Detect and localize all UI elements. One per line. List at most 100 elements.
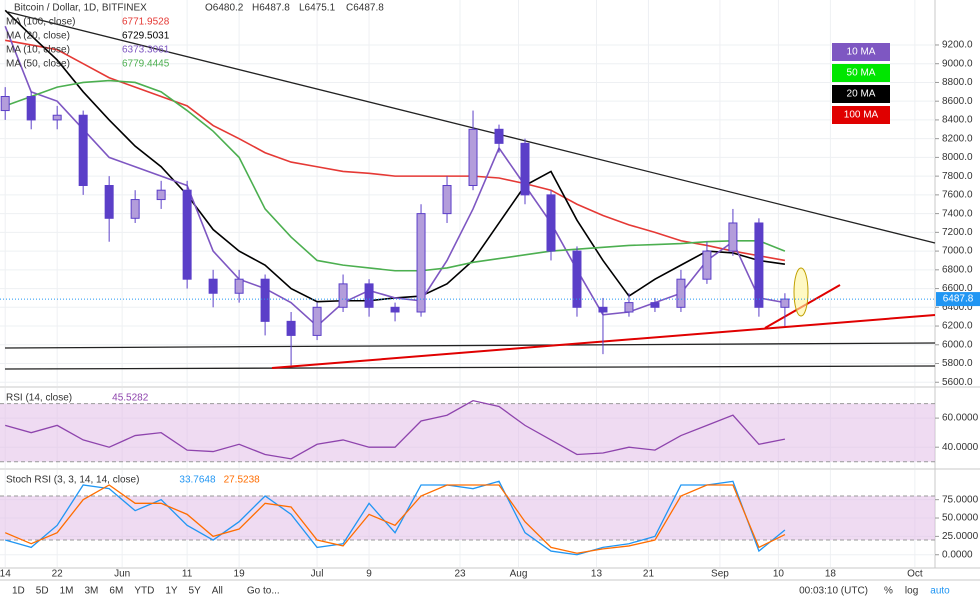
y-tick-label: 5600.0: [942, 377, 973, 388]
x-tick-label: Jul: [311, 569, 324, 580]
indicator-band: [0, 495, 935, 541]
y-tick-label: 6400.0: [942, 302, 973, 313]
last-price-tag: [936, 292, 980, 307]
candle-body: [624, 302, 634, 313]
chart-title: Bitcoin / Dollar, 1D, BITFINEX: [14, 3, 147, 14]
legend-value: 6729.5031: [122, 31, 170, 42]
annotation-text: 100 MA: [844, 110, 879, 121]
legend-value: 27.5238: [224, 475, 261, 486]
candle-body: [416, 213, 426, 313]
y-tick-label: 8600.0: [942, 96, 973, 107]
candle-body: [156, 189, 166, 201]
x-tick-label: 13: [591, 569, 603, 580]
candle-body: [78, 114, 88, 187]
x-tick-label: 23: [454, 569, 466, 580]
toolbar-button[interactable]: YTD: [134, 586, 154, 597]
legend-entry: MA (10, close): [6, 45, 70, 56]
annotation-text: 10 MA: [847, 47, 876, 58]
legend-value: 6373.3061: [122, 45, 170, 56]
candle-body: [754, 222, 764, 308]
y-tick-label: 25.0000: [942, 531, 979, 542]
y-tick-label: 8800.0: [942, 77, 973, 88]
candle-body: [520, 142, 530, 196]
toolbar-button[interactable]: 6M: [109, 586, 123, 597]
toolbar-button[interactable]: All: [212, 586, 223, 597]
last-price-label: 6487.8: [943, 294, 974, 305]
legend-entry: MA (20, close): [6, 31, 70, 42]
candle-body: [234, 278, 244, 294]
toolbar-button[interactable]: 1D: [12, 586, 25, 597]
annotation-box: [832, 106, 890, 124]
y-tick-label: 7200.0: [942, 227, 973, 238]
trendline: [7, 11, 936, 244]
moving-average-line: [4, 79, 786, 272]
annotation-text: 50 MA: [847, 68, 876, 79]
y-tick-label: 9000.0: [942, 58, 973, 69]
legend-value: 33.7648: [179, 475, 216, 486]
candle-body: [390, 306, 400, 313]
legend-entry: MA (50, close): [6, 59, 70, 70]
candle-body: [468, 128, 478, 187]
y-tick-label: 7600.0: [942, 190, 973, 201]
candle-body: [52, 114, 62, 121]
scale-button[interactable]: auto: [930, 586, 950, 597]
toolbar-button[interactable]: 3M: [85, 586, 99, 597]
y-tick-label: 0.0000: [942, 549, 973, 560]
candle-body: [650, 302, 660, 308]
toolbar-button[interactable]: 1M: [60, 586, 74, 597]
x-tick-label: 11: [182, 569, 193, 580]
x-tick-label: 10: [773, 569, 785, 580]
trendline: [4, 365, 936, 370]
candle-body: [702, 250, 712, 280]
x-tick-label: 21: [643, 569, 655, 580]
x-tick-label: 18: [825, 569, 837, 580]
toolbar-button[interactable]: 1Y: [165, 586, 178, 597]
annotation-text: 20 MA: [847, 89, 876, 100]
legend-value: 45.5282: [112, 393, 149, 404]
y-tick-label: 40.0000: [942, 442, 979, 453]
scale-button[interactable]: log: [905, 586, 918, 597]
candle-body: [676, 278, 686, 308]
indicator-title: RSI (14, close): [6, 393, 72, 404]
x-tick-label: 14: [0, 569, 11, 580]
y-tick-label: 9200.0: [942, 40, 973, 51]
candle-body: [572, 250, 582, 308]
candle-body: [546, 194, 556, 252]
annotation-box: [832, 85, 890, 103]
y-tick-label: 7400.0: [942, 208, 973, 219]
candle-body: [260, 278, 270, 322]
ohlc-value: O6480.2: [205, 3, 244, 14]
toolbar-button[interactable]: 5Y: [189, 586, 202, 597]
y-tick-label: 6200.0: [942, 321, 973, 332]
toolbar-button[interactable]: Go to...: [247, 586, 280, 597]
toolbar-button[interactable]: 5D: [36, 586, 49, 597]
candle-body: [208, 278, 218, 294]
scale-button[interactable]: %: [884, 586, 893, 597]
candle-body: [104, 185, 114, 219]
candle-body: [312, 306, 322, 336]
indicator-title: Stoch RSI (3, 3, 14, 14, close): [6, 475, 139, 486]
y-tick-label: 6800.0: [942, 264, 973, 275]
x-tick-label: 9: [366, 569, 372, 580]
ohlc-value: C6487.8: [346, 3, 384, 14]
y-tick-label: 5800.0: [942, 358, 973, 369]
clock: 00:03:10 (UTC): [799, 586, 868, 597]
candle-body: [286, 320, 296, 336]
annotation-box: [832, 64, 890, 82]
legend-value: 6779.4445: [122, 59, 170, 70]
y-tick-label: 8000.0: [942, 152, 973, 163]
candle-body: [130, 199, 140, 219]
trendline: [271, 314, 936, 369]
indicator-line: [4, 484, 786, 554]
indicator-line: [5, 480, 786, 556]
ohlc-value: H6487.8: [252, 3, 290, 14]
x-tick-label: Oct: [907, 569, 923, 580]
candle-body: [182, 189, 192, 280]
legend-value: 6771.9528: [122, 17, 170, 28]
trendline: [4, 342, 936, 349]
x-tick-label: Jun: [114, 569, 130, 580]
y-tick-label: 6600.0: [942, 283, 973, 294]
x-tick-label: 22: [52, 569, 64, 580]
legend-entry: MA (100, close): [6, 17, 75, 28]
candle-body: [26, 96, 36, 121]
